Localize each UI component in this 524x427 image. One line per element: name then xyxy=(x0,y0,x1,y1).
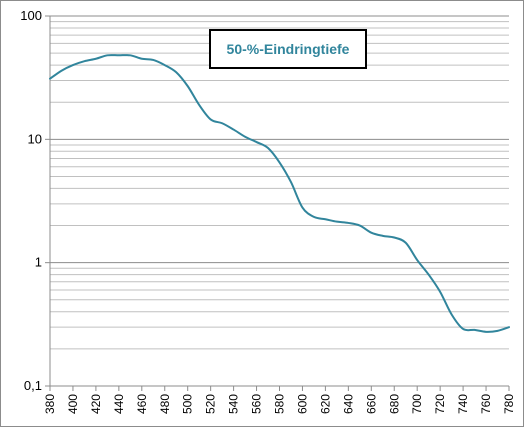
x-tick-label: 540 xyxy=(227,394,241,414)
x-tick-label: 780 xyxy=(502,394,516,414)
x-tick-label: 500 xyxy=(181,394,195,414)
x-tick-label: 420 xyxy=(89,394,103,414)
x-tick-label: 700 xyxy=(410,394,424,414)
y-tick-label: 100 xyxy=(20,8,42,23)
x-tick-label: 560 xyxy=(250,394,264,414)
axes xyxy=(49,16,509,387)
y-tick-label: 10 xyxy=(28,131,42,146)
gridlines xyxy=(50,15,509,387)
x-tick-label: 620 xyxy=(318,394,332,414)
y-tick-label: 1 xyxy=(35,255,42,270)
x-tick-label: 600 xyxy=(295,394,309,414)
x-tick-label: 480 xyxy=(158,394,172,414)
x-tick-label: 440 xyxy=(112,394,126,414)
x-tick-label: 460 xyxy=(135,394,149,414)
x-tick-label: 580 xyxy=(273,394,287,414)
x-tick-label: 640 xyxy=(341,394,355,414)
x-tick-label: 660 xyxy=(364,394,378,414)
x-tick-label: 720 xyxy=(433,394,447,414)
series-line xyxy=(49,54,510,333)
x-tick-label: 760 xyxy=(479,394,493,414)
y-tick-label: 0,1 xyxy=(24,378,42,393)
y-axis-ticks: 0,1 1 10 100 xyxy=(20,8,50,393)
chart-title-box: 50-%-Eindringtiefe xyxy=(209,29,367,69)
x-tick-label: 380 xyxy=(43,394,57,414)
x-tick-label: 740 xyxy=(456,394,470,414)
x-tick-label: 680 xyxy=(387,394,401,414)
x-axis-ticks: 380 400 420 440 460 480 500 520 540 560 580 600 620 6… xyxy=(43,386,516,414)
x-tick-label: 520 xyxy=(204,394,218,414)
series xyxy=(49,54,510,333)
x-tick-label: 400 xyxy=(66,394,80,414)
chart-title: 50-%-Eindringtiefe xyxy=(226,41,350,57)
